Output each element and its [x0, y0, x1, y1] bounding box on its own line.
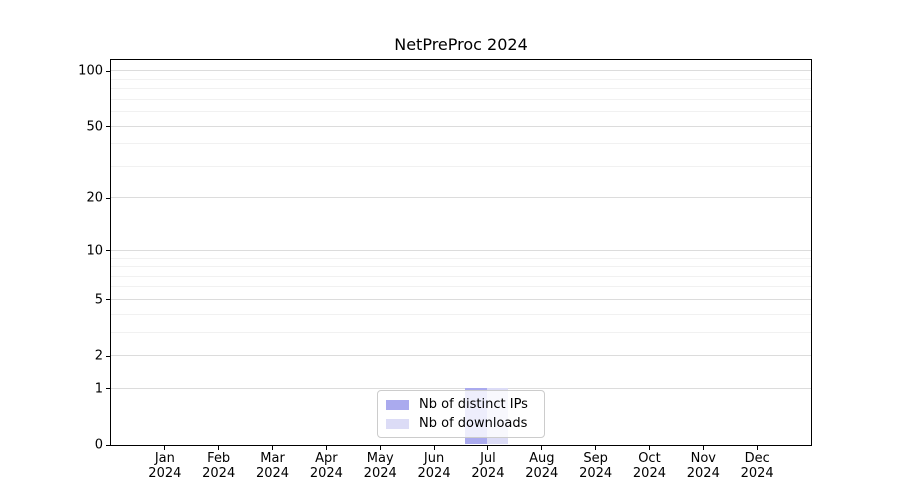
y-tick	[106, 355, 110, 357]
x-tick-label: Jun 2024	[417, 451, 451, 481]
x-tick-label: Jul 2024	[471, 451, 505, 481]
x-tick-label: Sep 2024	[579, 451, 613, 481]
minor-gridline	[111, 111, 811, 113]
legend-swatch-distinct-ips	[386, 399, 409, 410]
major-gridline	[111, 197, 811, 199]
y-tick-label: 2	[94, 348, 103, 364]
legend-label-distinct-ips: Nb of distinct IPs	[419, 397, 528, 412]
y-tick-label: 20	[86, 190, 103, 206]
plot-area	[110, 59, 812, 446]
minor-gridline	[111, 143, 811, 145]
x-tick	[648, 446, 650, 450]
legend-item-downloads: Nb of downloads	[386, 416, 536, 431]
legend-label-downloads: Nb of downloads	[419, 416, 528, 431]
y-tick	[106, 250, 110, 252]
y-tick-label: 10	[86, 243, 103, 259]
x-tick	[379, 446, 381, 450]
minor-gridline	[111, 331, 811, 333]
y-tick-label: 50	[86, 119, 103, 135]
y-tick-label: 100	[78, 63, 103, 79]
major-gridline	[111, 125, 811, 127]
minor-gridline	[111, 98, 811, 100]
x-tick	[541, 446, 543, 450]
x-tick-label: Nov 2024	[686, 451, 720, 481]
major-gridline	[111, 249, 811, 251]
legend: Nb of distinct IPs Nb of downloads	[377, 390, 545, 438]
y-tick	[106, 444, 110, 446]
chart-title: NetPreProc 2024	[394, 35, 528, 54]
x-tick-label: May 2024	[363, 451, 397, 481]
x-tick-label: Apr 2024	[309, 451, 343, 481]
y-tick	[106, 197, 110, 199]
major-gridline	[111, 355, 811, 357]
minor-gridline	[111, 165, 811, 167]
y-tick	[106, 126, 110, 128]
x-tick-label: Feb 2024	[202, 451, 236, 481]
legend-swatch-downloads	[386, 418, 409, 429]
x-tick	[325, 446, 327, 450]
y-tick	[106, 388, 110, 390]
x-tick-label: Jan 2024	[148, 451, 182, 481]
legend-item-distinct-ips: Nb of distinct IPs	[386, 397, 536, 412]
y-tick	[106, 299, 110, 301]
major-gridline	[111, 70, 811, 72]
x-tick	[218, 446, 220, 450]
minor-gridline	[111, 78, 811, 80]
minor-gridline	[111, 275, 811, 277]
x-tick-label: Aug 2024	[525, 451, 559, 481]
y-tick-label: 0	[94, 437, 103, 453]
x-tick-label: Oct 2024	[632, 451, 666, 481]
major-gridline	[111, 298, 811, 300]
x-tick	[272, 446, 274, 450]
minor-gridline	[111, 313, 811, 315]
minor-gridline	[111, 266, 811, 268]
x-tick	[487, 446, 489, 450]
x-tick	[433, 446, 435, 450]
y-tick-label: 5	[94, 292, 103, 308]
y-tick-label: 1	[94, 381, 103, 397]
x-tick	[756, 446, 758, 450]
minor-gridline	[111, 286, 811, 288]
major-gridline	[111, 387, 811, 389]
x-tick	[595, 446, 597, 450]
y-tick	[106, 70, 110, 72]
minor-gridline	[111, 88, 811, 90]
x-tick	[702, 446, 704, 450]
x-tick	[164, 446, 166, 450]
x-tick-label: Dec 2024	[740, 451, 774, 481]
x-tick-label: Mar 2024	[255, 451, 290, 481]
minor-gridline	[111, 257, 811, 259]
